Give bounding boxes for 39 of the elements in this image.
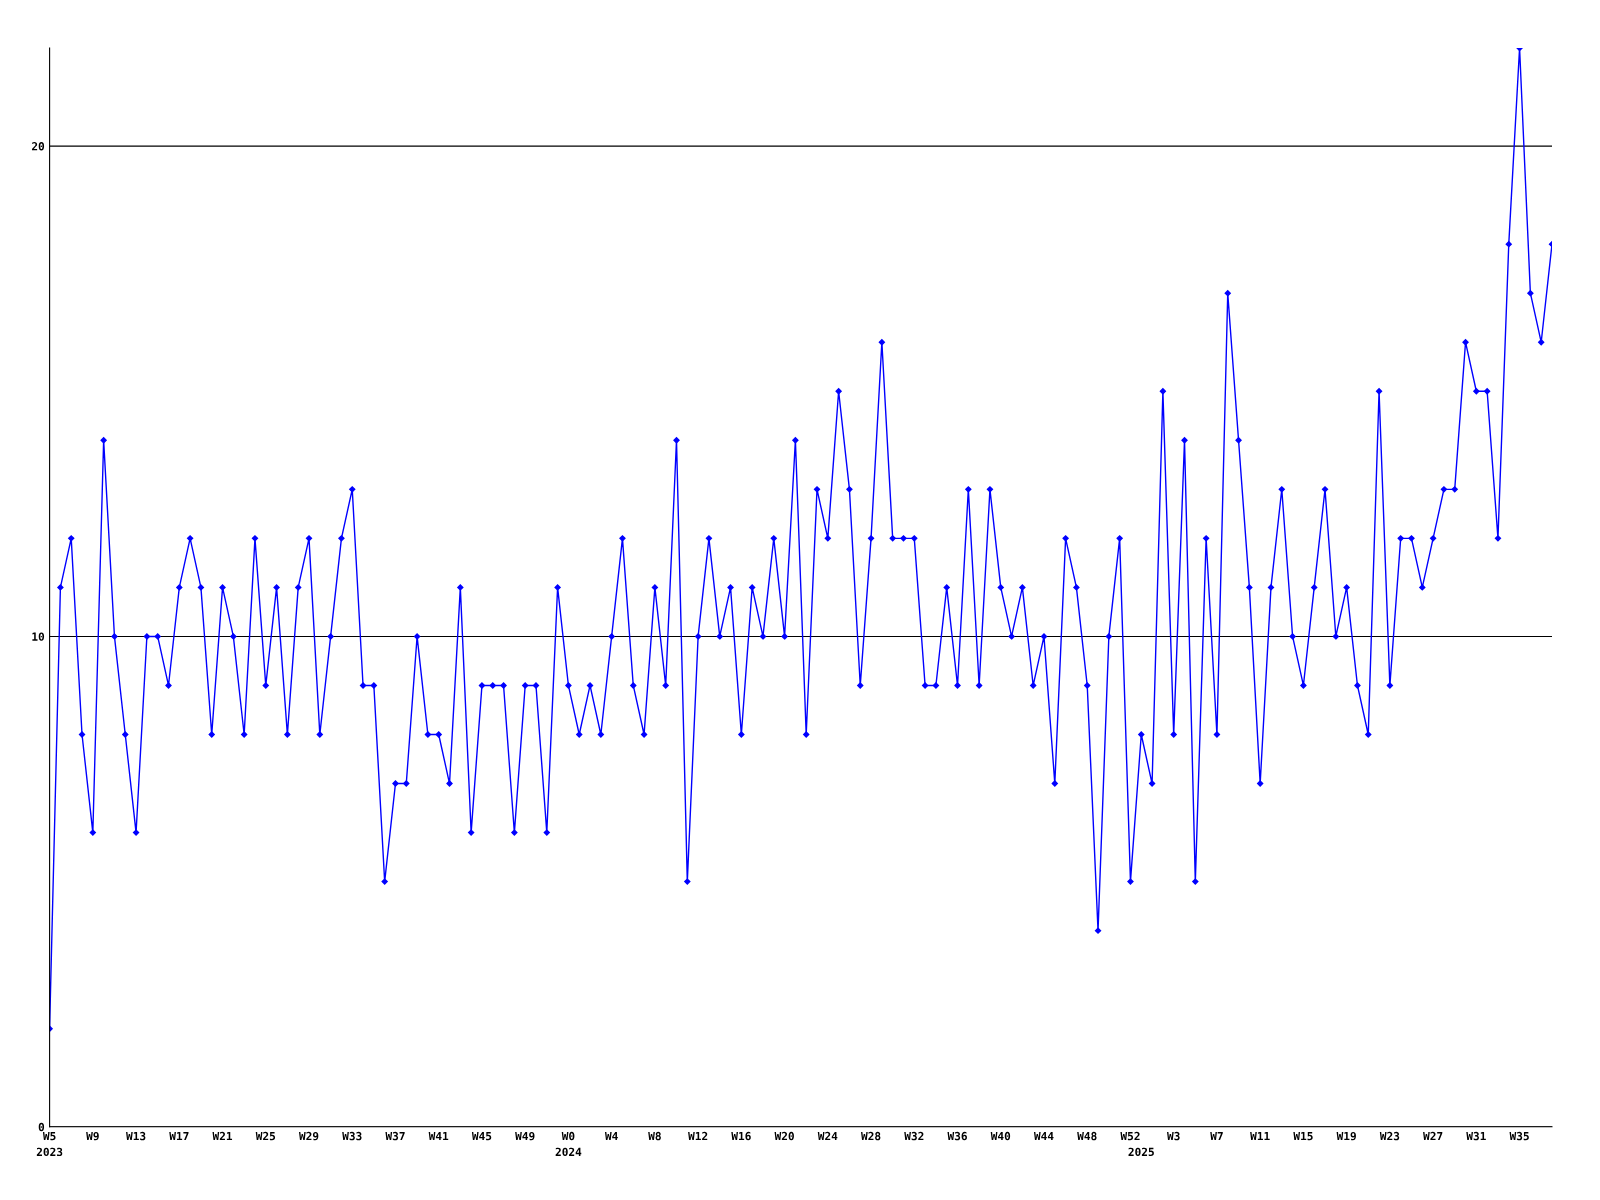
- x-tick-label: W13: [126, 1131, 146, 1141]
- x-tick-label: W23: [1379, 1131, 1400, 1141]
- x-tick-label: W45: [471, 1132, 492, 1141]
- x-tick-label: 2025: [1128, 1147, 1154, 1157]
- y-tick-label: 0: [38, 1122, 45, 1132]
- x-tick-label: W0 2024: [555, 1131, 582, 1157]
- x-tick-label: W4: [604, 1132, 618, 1141]
- x-tick-label: W44: [1033, 1132, 1054, 1141]
- x-tick-label: W7: [1210, 1132, 1223, 1141]
- x-tick-label: W31: [1466, 1131, 1486, 1141]
- x-tick-label: W33: [342, 1131, 362, 1141]
- x-tick-label: W29: [298, 1131, 319, 1141]
- x-tick-label: W24: [817, 1131, 838, 1141]
- x-tick-label: W8: [648, 1131, 661, 1141]
- x-tick-label: W9: [86, 1131, 99, 1141]
- x-tick-label: W32: [904, 1131, 924, 1141]
- x-tick-label: W40: [990, 1131, 1011, 1141]
- x-tick-label: W15: [1293, 1132, 1313, 1141]
- x-tick-label: W21: [212, 1131, 233, 1141]
- x-tick-label: W35: [1509, 1131, 1529, 1141]
- x-tick-label: W19: [1336, 1131, 1356, 1141]
- x-tick-label: W36: [947, 1131, 967, 1141]
- x-tick-label: W12: [688, 1131, 708, 1141]
- y-tick-label: 10: [32, 632, 45, 641]
- x-tick-label: W49: [515, 1131, 535, 1141]
- x-tick-label: W17: [169, 1132, 189, 1141]
- y-tick-label: 20: [31, 142, 45, 151]
- x-tick-label: W3: [1167, 1131, 1180, 1141]
- x-tick-label: W25: [255, 1131, 276, 1141]
- x-tick-label: W37: [385, 1131, 405, 1141]
- x-tick-label: W28: [861, 1131, 881, 1141]
- x-tick-label: W16: [731, 1131, 751, 1141]
- x-tick-label: W11: [1250, 1132, 1270, 1141]
- x-tick-label: W27: [1423, 1131, 1443, 1141]
- x-tick-label: W5 2023: [36, 1132, 63, 1157]
- x-tick-label: W48: [1077, 1131, 1097, 1141]
- x-tick-label: W20: [774, 1131, 794, 1141]
- x-tick-label: W41: [428, 1132, 449, 1141]
- x-tick-label: W52: [1120, 1131, 1140, 1141]
